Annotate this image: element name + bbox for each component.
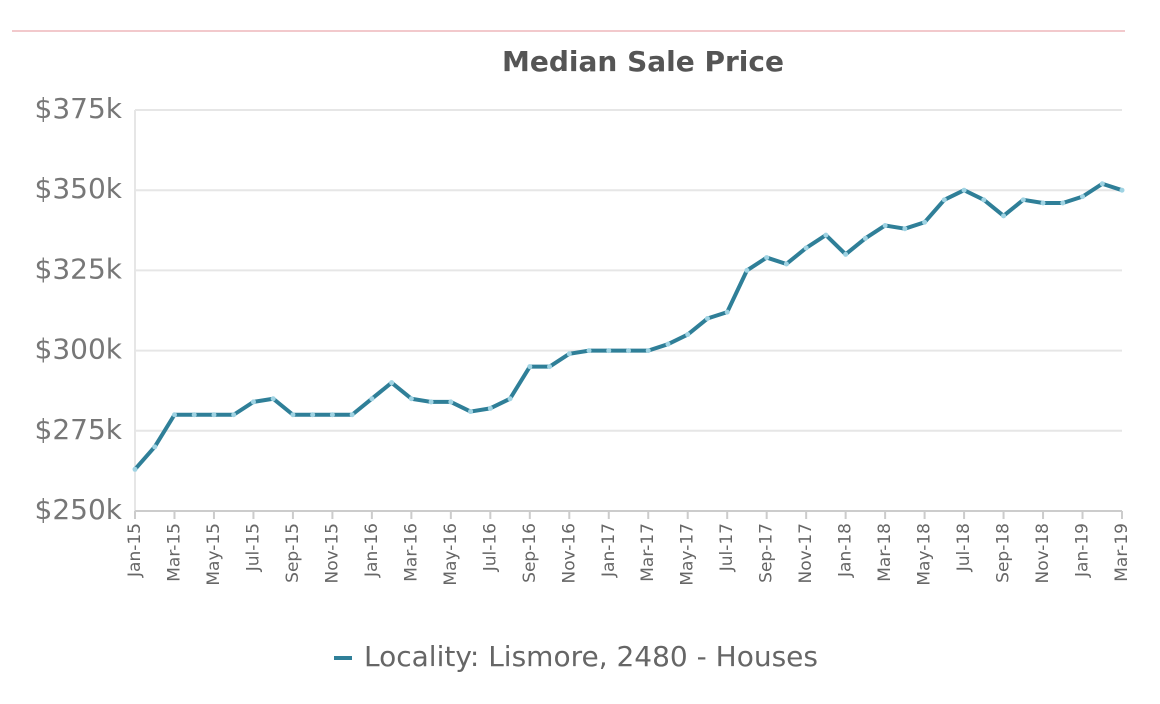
data-point	[487, 405, 493, 411]
data-point	[843, 251, 849, 257]
data-point	[685, 332, 691, 338]
x-tick-label: Jan-17	[599, 523, 619, 578]
data-point	[665, 341, 671, 347]
data-point	[724, 309, 730, 315]
data-point	[171, 412, 177, 418]
x-tick-label: Sep-17	[757, 523, 777, 583]
data-point	[1080, 194, 1086, 200]
x-tick-label: Sep-15	[283, 523, 303, 583]
x-tick-label: Jan-19	[1073, 523, 1093, 578]
data-point	[211, 412, 217, 418]
x-tick-label: Mar-18	[875, 523, 895, 582]
x-tick-label: Mar-16	[401, 523, 421, 582]
x-tick-label: Jul-17	[717, 523, 737, 572]
data-point	[922, 219, 928, 225]
x-tick-label: Jan-16	[362, 523, 382, 578]
x-tick-label: Mar-19	[1112, 523, 1132, 582]
x-tick-label: May-16	[441, 523, 461, 586]
data-point	[310, 412, 316, 418]
data-point	[882, 222, 888, 228]
data-point	[783, 261, 789, 267]
x-tick-label: Nov-17	[796, 523, 816, 584]
x-tick-label: Jan-18	[836, 523, 856, 578]
data-point	[507, 396, 513, 402]
x-tick-label: Nov-18	[1033, 523, 1053, 584]
x-tick-label: Sep-16	[520, 523, 540, 583]
x-tick-label: Mar-15	[164, 523, 184, 582]
data-point	[764, 255, 770, 261]
data-point	[862, 235, 868, 241]
y-tick-label: $250k	[35, 493, 123, 526]
data-point	[1040, 200, 1046, 206]
data-point	[389, 380, 395, 386]
data-point	[349, 412, 355, 418]
data-point	[329, 412, 335, 418]
data-point	[1099, 181, 1105, 187]
data-point	[191, 412, 197, 418]
data-point	[803, 245, 809, 251]
x-tick-label: Sep-18	[994, 523, 1014, 583]
data-point	[132, 466, 138, 472]
data-point	[1060, 200, 1066, 206]
data-point	[428, 399, 434, 405]
x-tick-label: Nov-15	[322, 523, 342, 584]
x-tick-label: Jul-16	[480, 523, 500, 572]
data-point	[626, 348, 631, 354]
data-point	[408, 396, 414, 402]
y-tick-label: $375k	[35, 92, 123, 125]
data-point	[270, 396, 276, 402]
y-tick-label: $325k	[35, 252, 123, 285]
legend-label: Locality: Lismore, 2480 - Houses	[364, 640, 818, 673]
data-point	[744, 267, 750, 273]
data-point	[250, 399, 256, 405]
data-point	[941, 197, 947, 203]
data-point	[1001, 213, 1007, 219]
x-tick-label: Mar-17	[638, 523, 658, 582]
x-tick-label: Jan-15	[125, 523, 145, 578]
data-point	[468, 409, 474, 415]
x-tick-label: May-15	[204, 523, 224, 586]
data-point	[1119, 187, 1125, 193]
x-tick-label: May-18	[915, 523, 935, 586]
data-point	[704, 316, 710, 322]
data-point	[290, 412, 296, 418]
data-point	[566, 351, 572, 357]
x-tick-label: May-17	[678, 523, 698, 586]
data-point	[547, 364, 553, 370]
x-tick-label: Jul-15	[243, 523, 263, 572]
x-tick-label: Jul-18	[954, 523, 974, 572]
data-point	[981, 197, 987, 203]
chart-title: Median Sale Price	[502, 45, 784, 78]
data-point	[527, 364, 533, 370]
y-tick-label: $275k	[35, 413, 123, 446]
data-point	[231, 412, 237, 418]
data-point	[586, 348, 592, 354]
data-point	[645, 348, 651, 354]
data-point	[961, 187, 967, 193]
y-tick-label: $300k	[35, 333, 123, 366]
data-point	[152, 444, 158, 450]
series-line	[133, 181, 1123, 471]
data-point	[823, 232, 829, 238]
data-point	[448, 399, 454, 405]
x-tick-label: Nov-16	[559, 523, 579, 584]
data-point	[369, 396, 375, 402]
data-point	[606, 348, 612, 354]
y-tick-label: $350k	[35, 172, 123, 205]
data-point	[902, 226, 908, 232]
data-point	[1020, 197, 1026, 203]
